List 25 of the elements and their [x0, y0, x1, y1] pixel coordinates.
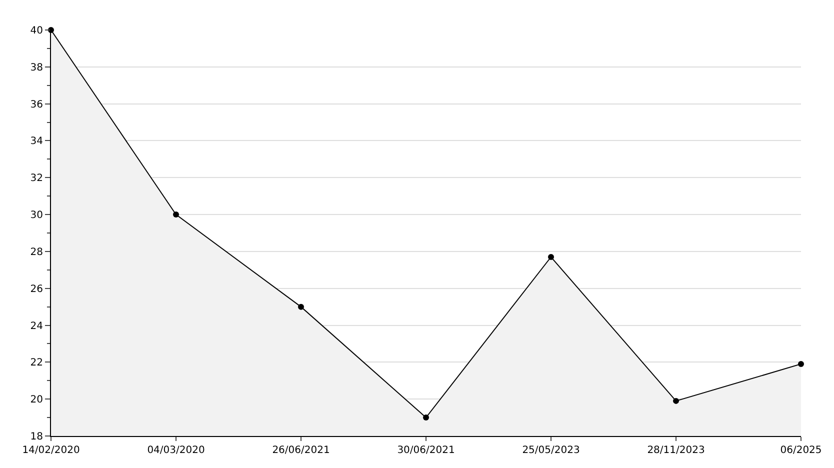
x-tick-label: 04/03/2020	[147, 445, 205, 456]
x-tick-label: 30/06/2021	[397, 445, 455, 456]
y-tick-label: 36	[30, 99, 43, 110]
y-tick-label: 40	[30, 26, 43, 36]
y-tick-label: 24	[30, 320, 43, 332]
y-tick-label: 30	[30, 210, 43, 222]
point	[298, 304, 304, 310]
point	[173, 212, 179, 218]
y-tick-label: 32	[30, 173, 43, 184]
y-tick-label: 28	[30, 246, 43, 258]
x-tick-label: 26/06/2021	[272, 445, 330, 456]
point	[548, 254, 554, 260]
y-tick-label: 26	[30, 284, 43, 295]
y-tick-label: 20	[30, 394, 43, 406]
y-tick-label: 22	[30, 358, 43, 369]
x-tick-label: 25/05/2023	[522, 445, 580, 456]
point	[673, 398, 679, 404]
x-tick-label: 06/2025	[780, 445, 822, 456]
x-tick-label: 28/11/2023	[647, 445, 705, 456]
y-tick-label: 18	[30, 432, 43, 442]
point	[423, 414, 429, 421]
x-tick-label: 14/02/2020	[22, 445, 80, 456]
y-tick-label: 34	[30, 136, 43, 148]
point	[798, 361, 804, 368]
y-tick-label: 38	[30, 62, 43, 74]
